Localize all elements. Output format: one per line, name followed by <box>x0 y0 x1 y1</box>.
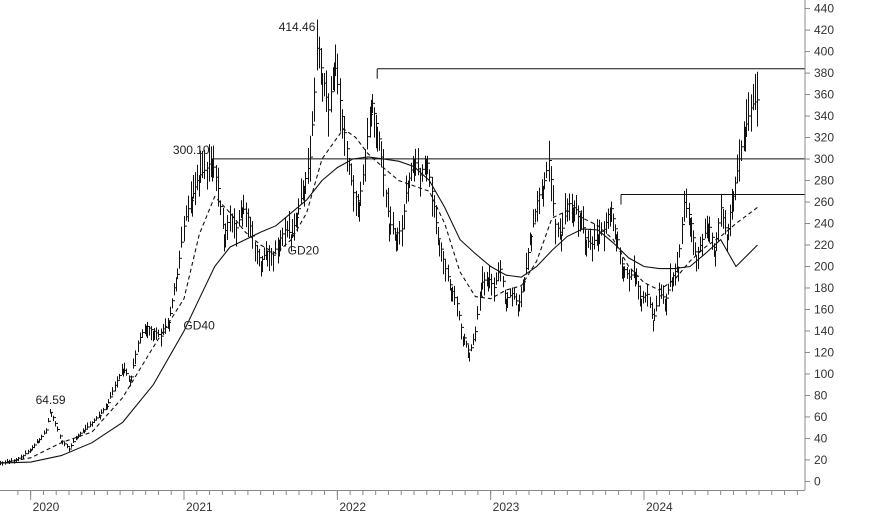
x-tick-label: 2024 <box>646 500 673 514</box>
y-tick-label: 440 <box>814 2 834 16</box>
y-tick-label: 180 <box>814 281 834 295</box>
y-tick-label: 100 <box>814 367 834 381</box>
x-tick-label: 2022 <box>339 500 366 514</box>
y-tick-label: 360 <box>814 88 834 102</box>
y-tick-label: 160 <box>814 302 834 316</box>
y-tick-label: 220 <box>814 238 834 252</box>
y-tick-label: 260 <box>814 195 834 209</box>
y-tick-label: 400 <box>814 45 834 59</box>
annotation-label: 414.46 <box>279 20 316 34</box>
annotation-label: 64.59 <box>36 393 66 407</box>
y-tick-label: 80 <box>814 388 828 402</box>
y-tick-label: 240 <box>814 217 834 231</box>
moving-averages <box>0 128 758 464</box>
annotation-label: GD40 <box>183 319 215 333</box>
y-tick-label: 0 <box>814 474 821 488</box>
x-tick-label: 2023 <box>493 500 520 514</box>
horizontal-levels <box>211 68 805 205</box>
y-tick-label: 140 <box>814 324 834 338</box>
y-tick-label: 60 <box>814 410 828 424</box>
x-tick-label: 2021 <box>186 500 213 514</box>
y-tick-label: 200 <box>814 259 834 273</box>
x-tick-label: 2020 <box>33 500 60 514</box>
annotation-label: GD20 <box>288 243 320 257</box>
y-tick-label: 380 <box>814 66 834 80</box>
y-tick-label: 280 <box>814 174 834 188</box>
price-bars <box>0 19 760 466</box>
series-line-gd40 <box>0 156 758 464</box>
series-line-gd20 <box>0 128 758 464</box>
y-tick-label: 320 <box>814 131 834 145</box>
y-tick-label: 420 <box>814 23 834 37</box>
annotation-label: 300.10 <box>173 143 210 157</box>
y-tick-label: 340 <box>814 109 834 123</box>
y-tick-label: 120 <box>814 345 834 359</box>
y-tick-label: 20 <box>814 453 828 467</box>
x-axis: 2020 2021 2022 2023 2024 <box>0 490 805 514</box>
y-tick-label: 40 <box>814 431 828 445</box>
annotations: 64.59 300.10 414.46 GD20 GD40 <box>36 20 320 407</box>
y-axis: 0 20 40 60 80 100 120 140 160 180 200 220 240 260 280 3… <box>804 0 834 490</box>
y-tick-label: 300 <box>814 152 834 166</box>
